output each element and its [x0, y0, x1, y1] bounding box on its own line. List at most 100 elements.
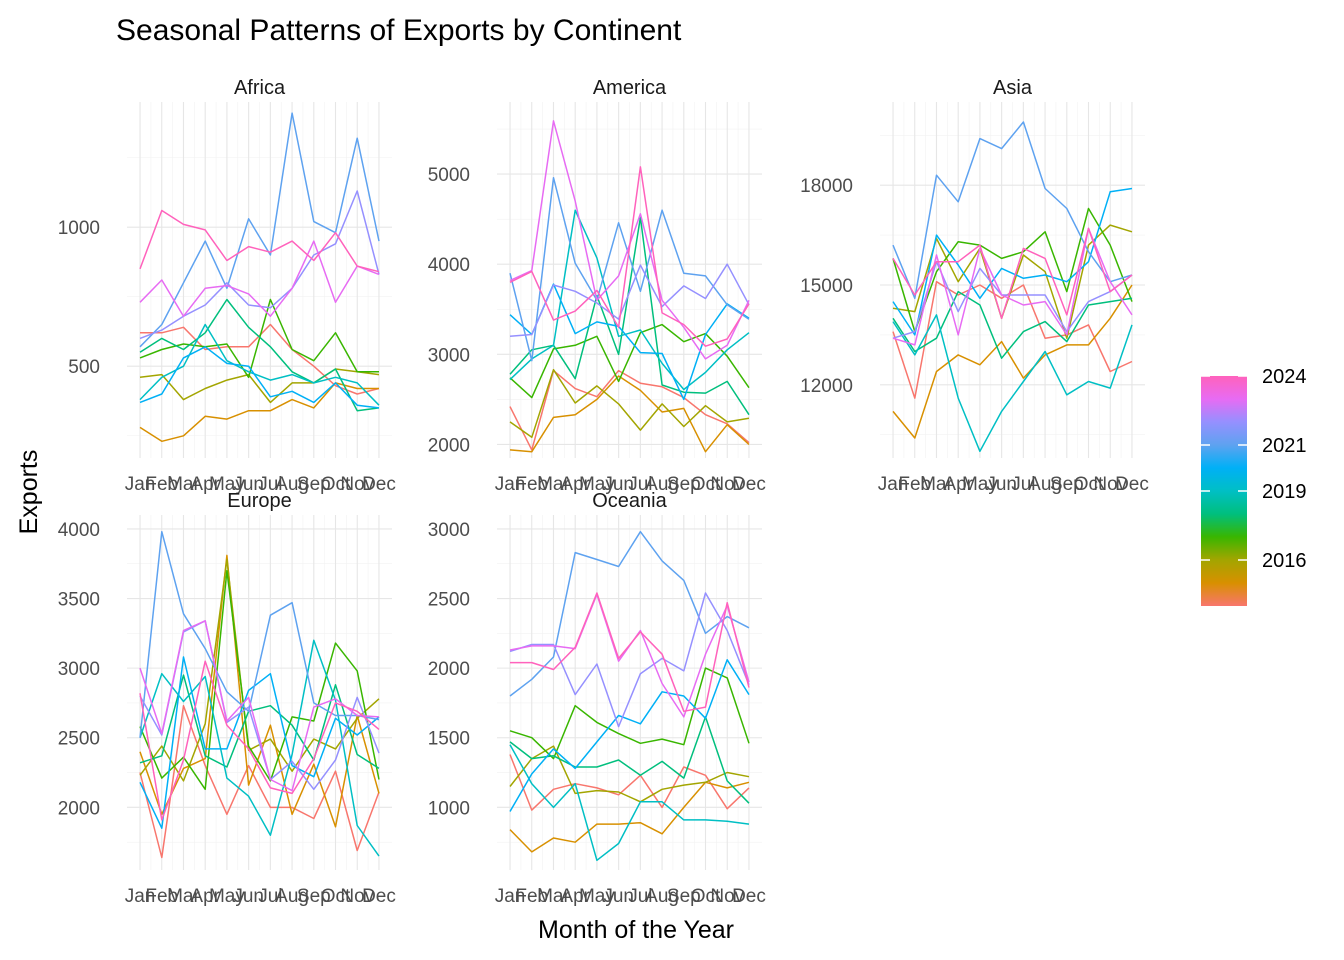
series-line-2022 [509, 263, 750, 338]
facet-panel-oceania: 1000 1500 2000 2500 3000 Oceania JanFebMarAprM… [428, 490, 766, 907]
series-line-2019 [892, 314, 1133, 453]
series-line-2022 [139, 190, 380, 340]
x-tick-label: Jan [495, 474, 526, 495]
facet-title: Europe [227, 490, 292, 512]
x-tick-label: May [209, 474, 245, 495]
facet-panel-america: 2000300040005000AmericaJanFebMarAprMayJu… [428, 77, 766, 495]
x-tick-label: Jun [233, 886, 264, 907]
facet-title: Africa [234, 77, 286, 99]
y-tick-label: 2000 [58, 798, 100, 819]
x-tick-label: Sep [297, 886, 331, 907]
x-tick-label: Jun [603, 474, 634, 495]
series-line-2014 [139, 704, 380, 859]
series-line-2023 [139, 240, 380, 317]
x-tick-label: May [962, 474, 998, 495]
x-tick-label: Aug [275, 474, 309, 495]
x-tick-label: Jan [878, 474, 909, 495]
series-line-2024 [509, 166, 750, 347]
x-tick-label: May [579, 474, 615, 495]
y-tick-label: 4000 [428, 255, 470, 276]
x-axis-title: Month of the Year [538, 916, 734, 944]
series-line-2020 [509, 659, 750, 812]
series-line-2018 [892, 290, 1133, 359]
series-line-2015 [139, 382, 379, 443]
x-tick-label: Oct [321, 474, 351, 495]
facet-title: Asia [993, 77, 1033, 99]
series-line-2022 [892, 260, 1133, 339]
series-line-2023 [139, 620, 380, 792]
series-line-2018 [139, 298, 380, 412]
x-tick-label: Jul [628, 474, 652, 495]
x-tick-label: May [209, 886, 245, 907]
x-tick-label: Jul [1011, 474, 1035, 495]
x-tick-label: Jul [628, 886, 652, 907]
x-tick-label: Jul [258, 886, 282, 907]
x-tick-label: Oct [691, 474, 721, 495]
series-line-2017 [139, 298, 379, 379]
y-tick-label: 3000 [428, 345, 470, 366]
series-line-2018 [509, 716, 750, 804]
y-tick-label: 2500 [58, 729, 100, 750]
y-tick-label: 18000 [800, 176, 853, 197]
series-line-2016 [509, 368, 750, 439]
facet-panel-europe: 2000 2500 3000 3500 4000 Europe JanFebMarAprMa… [58, 490, 396, 907]
series-line-2021 [139, 530, 380, 738]
y-tick-label: 15000 [800, 276, 853, 297]
x-tick-label: Jan [125, 474, 156, 495]
x-tick-label: Jul [258, 474, 282, 495]
series-line-2017 [509, 323, 750, 399]
facet-panel-africa: 500 1000 Africa JanFebMarAprMayJunJulAugSep… [58, 77, 396, 495]
legend-label: 2019 [1262, 481, 1307, 503]
series-line-2022 [509, 592, 750, 728]
x-tick-label: Dec [732, 886, 766, 907]
x-tick-label: Nov [710, 886, 744, 907]
series-line-2016 [509, 745, 750, 803]
y-tick-label: 12000 [800, 376, 853, 397]
facet-panels: 5001000AfricaJanFebMarAprMayJunJulAugSep… [58, 77, 1149, 907]
year-legend: 2024 2021 2019 2016 [1201, 366, 1307, 606]
x-tick-label: Apr [190, 886, 220, 907]
x-tick-label: Jun [603, 886, 634, 907]
series-line-2021 [892, 121, 1133, 300]
x-tick-label: Sep [1050, 474, 1084, 495]
facet-title: America [593, 77, 667, 99]
series-line-2018 [509, 216, 750, 416]
legend-label: 2016 [1262, 550, 1307, 572]
x-tick-label: May [579, 886, 615, 907]
x-tick-label: Mar [537, 474, 570, 495]
x-tick-label: Nov [340, 886, 374, 907]
series-line-2021 [509, 530, 750, 697]
series-line-2019 [139, 323, 380, 406]
x-tick-label: Oct [1074, 474, 1104, 495]
y-tick-label: 2000 [428, 659, 470, 680]
series-line-2020 [892, 187, 1133, 336]
y-tick-label: 3500 [58, 590, 100, 611]
y-tick-label: 1000 [428, 798, 470, 819]
chart-title: Seasonal Patterns of Exports by Continen… [116, 14, 682, 47]
x-tick-label: Mar [167, 886, 200, 907]
x-tick-label: Apr [943, 474, 973, 495]
series-line-2024 [510, 592, 750, 713]
series-line-2016 [139, 368, 380, 404]
y-axis-title: Exports [15, 450, 43, 535]
x-tick-label: Sep [297, 474, 331, 495]
x-tick-label: Aug [645, 886, 679, 907]
x-tick-label: Sep [667, 474, 701, 495]
series-line-2014 [509, 369, 750, 451]
y-tick-label: 3000 [428, 520, 470, 541]
x-tick-label: Feb [898, 474, 931, 495]
y-tick-label: 500 [68, 357, 100, 378]
x-tick-label: Oct [321, 886, 351, 907]
x-tick-label: Apr [560, 886, 590, 907]
x-tick-label: Apr [190, 474, 220, 495]
x-tick-label: Nov [1093, 474, 1127, 495]
x-tick-label: Feb [515, 474, 548, 495]
x-tick-label: Dec [1115, 474, 1149, 495]
x-tick-label: Nov [340, 474, 374, 495]
series-line-2020 [139, 656, 380, 829]
series-line-2020 [139, 346, 380, 409]
x-tick-label: Dec [732, 474, 766, 495]
legend-label: 2024 [1262, 366, 1307, 388]
